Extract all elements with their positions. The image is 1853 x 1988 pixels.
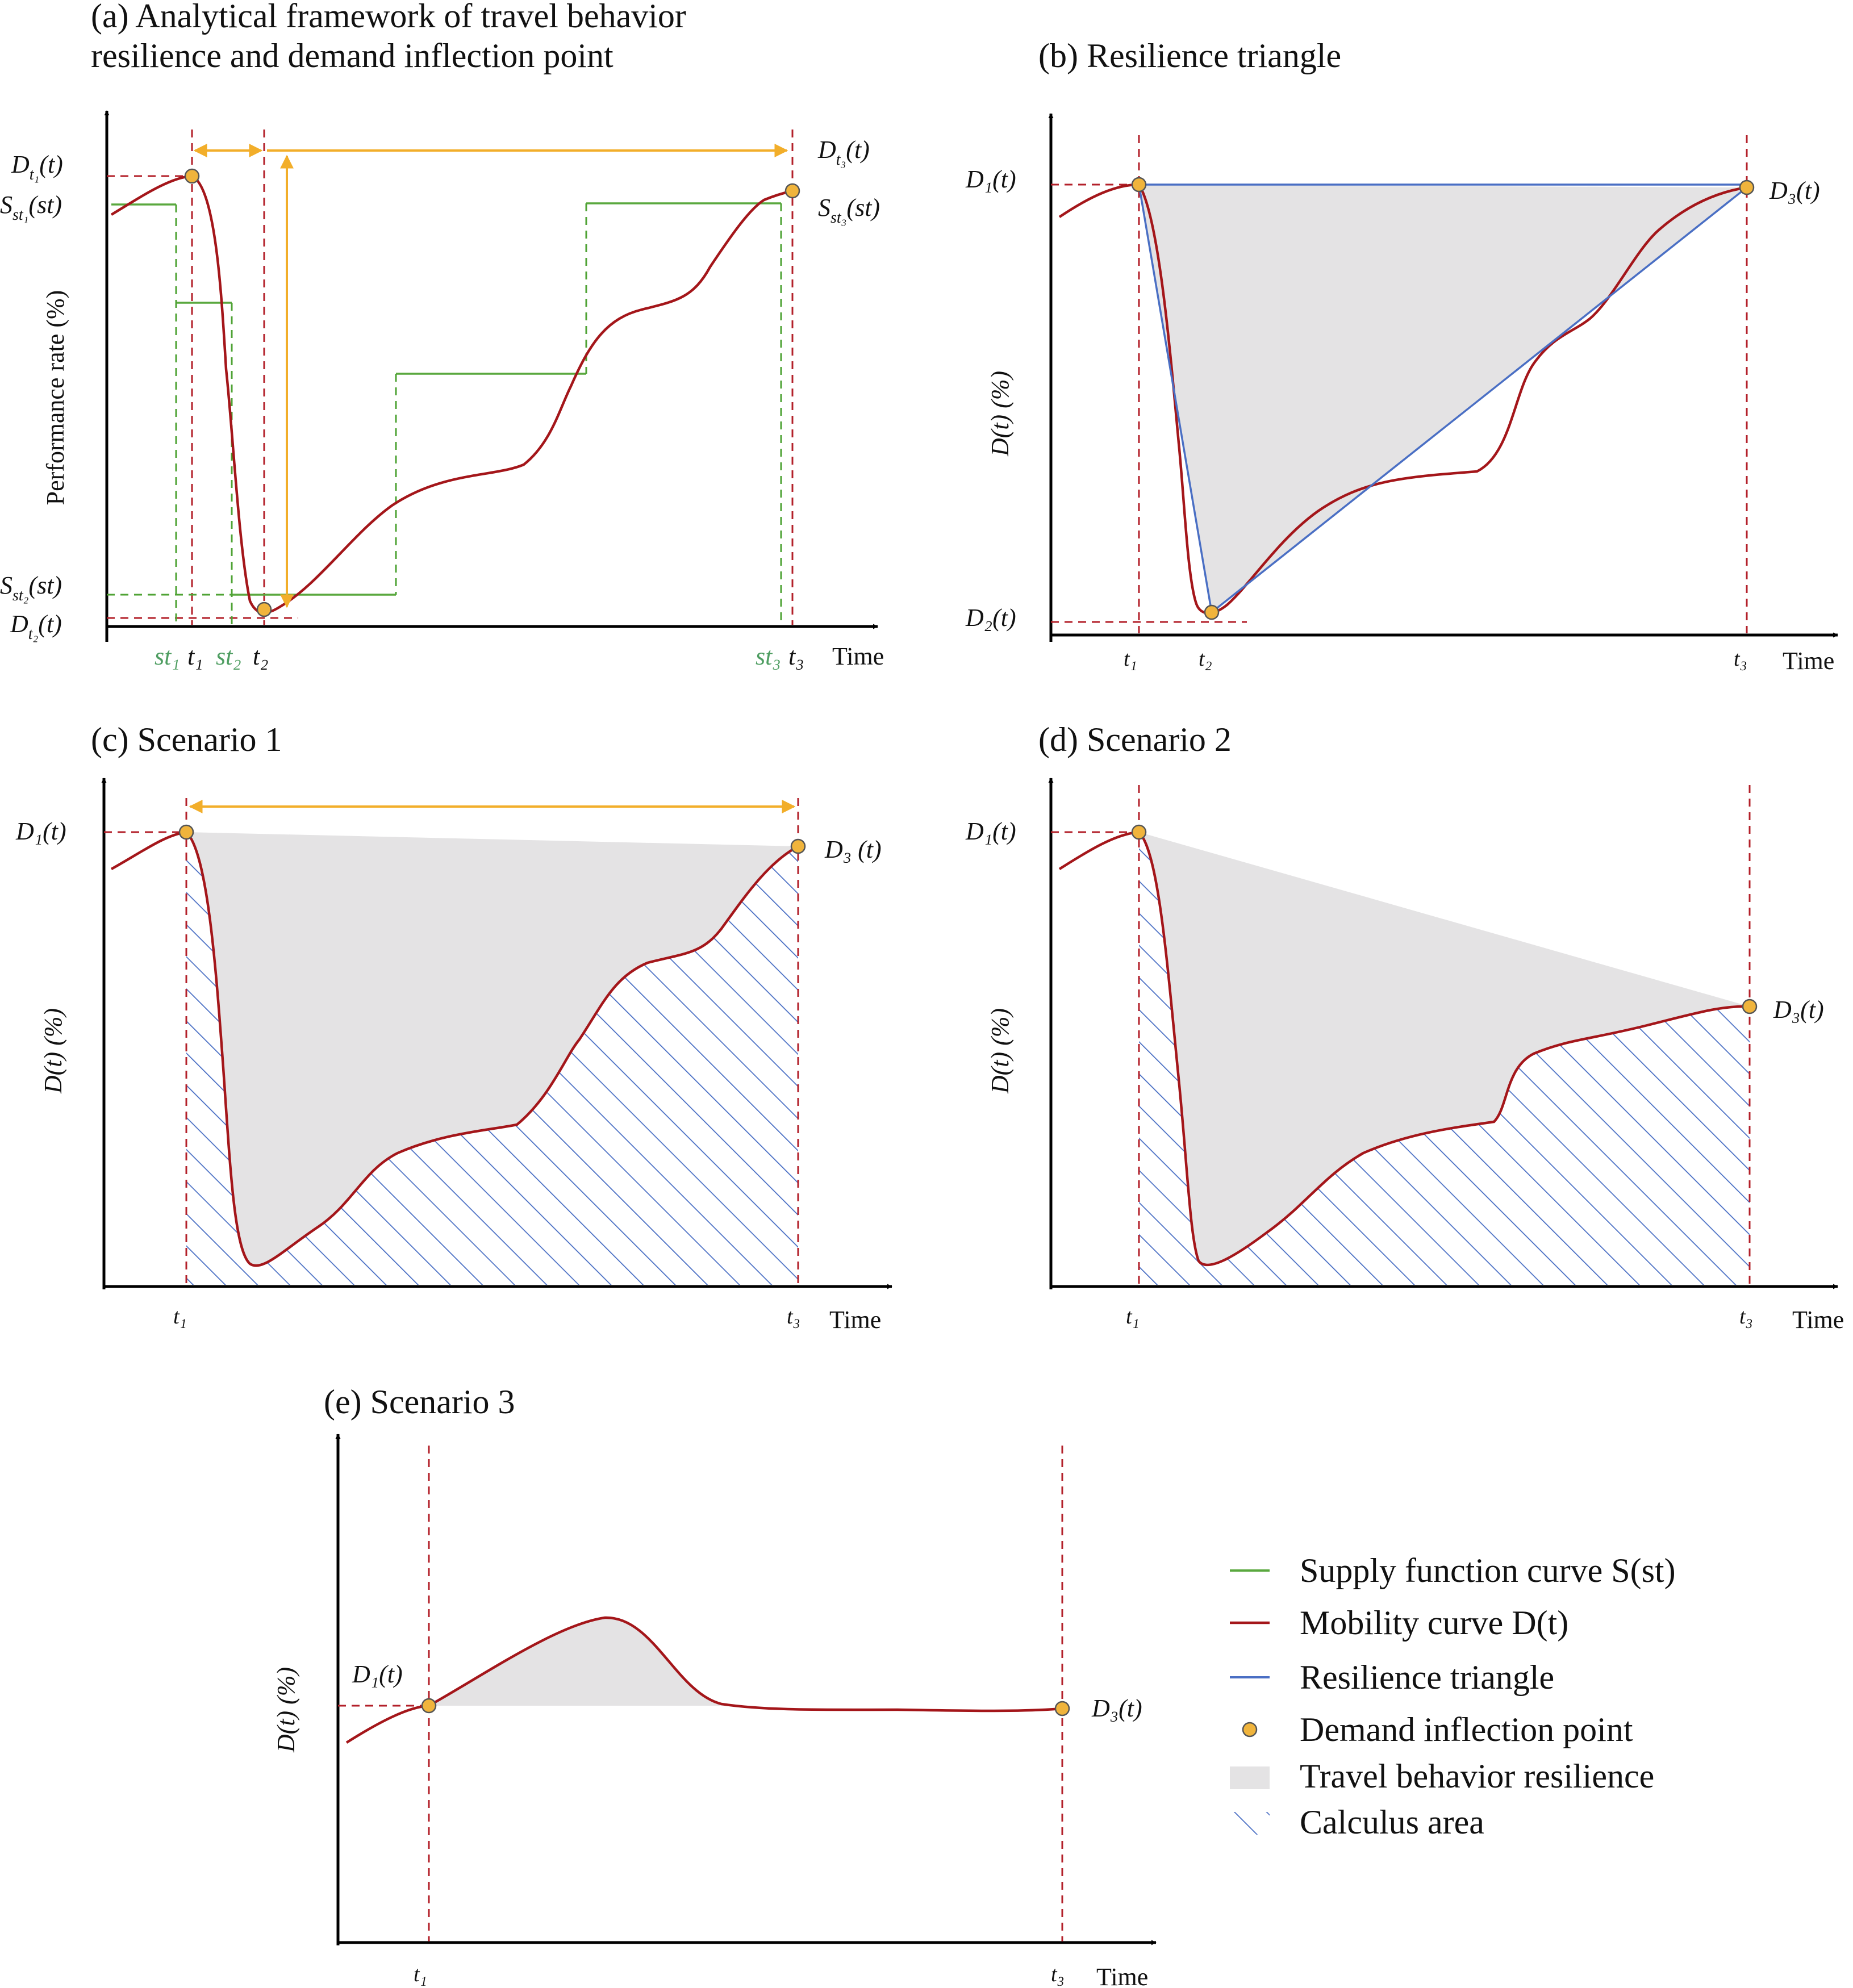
legend-calculus-swatch (1230, 1812, 1270, 1835)
tick-t3: t₃ (788, 642, 804, 670)
legend-triangle-label: Resilience triangle (1300, 1659, 1554, 1696)
panel-b-tick-t2: t₂ (1199, 647, 1212, 671)
panel-e-title: (e) Scenario 3 (324, 1383, 515, 1421)
panel-c-tick-t1: t₁ (173, 1305, 187, 1329)
panel-b-label-d3: D₃(t) (1769, 177, 1820, 204)
panel-b-label-d2: D₂(t) (965, 604, 1016, 632)
panel-d: (d) Scenario 2 D(t) (%) Time D₁(t) D₃(t)… (965, 721, 1844, 1334)
tick-st1: st₁ (155, 642, 180, 670)
panel-b-y-label: D(t) (%) (986, 371, 1014, 457)
panel-e-point-d1 (421, 1698, 437, 1714)
panel-b: (b) Resilience triangle D(t) (%) Time D₁… (965, 37, 1838, 675)
inflection-point-t1 (184, 168, 200, 184)
panel-c-x-label: Time (829, 1306, 881, 1334)
panel-c-tick-t3: t₃ (787, 1305, 800, 1329)
panel-d-point-d3 (1742, 999, 1758, 1014)
panel-e: (e) Scenario 3 D(t) (%) Time D₁(t) D₃(t)… (272, 1383, 1157, 1988)
panel-e-x-label: Time (1096, 1963, 1148, 1988)
label-sst3: Sst₃(st) (818, 194, 880, 227)
panel-b-tick-t1: t₁ (1124, 647, 1137, 671)
panel-b-title: (b) Resilience triangle (1038, 37, 1341, 74)
tick-t2: t₂ (253, 642, 269, 670)
panel-b-point-d1 (1131, 177, 1147, 193)
panel-b-mobility-curve (1058, 183, 1747, 615)
panel-c-label-d1: D₁(t) (15, 817, 66, 845)
panel-c-title: (c) Scenario 1 (91, 721, 282, 758)
label-dt1: Dt₁(t) (11, 151, 63, 183)
tick-st3: st₃ (756, 642, 781, 670)
panel-c: (c) Scenario 1 D(t) (%) Time D₁(t) D₃ (t… (15, 721, 892, 1334)
tick-st2: st₂ (216, 642, 241, 670)
panel-b-point-d2 (1204, 604, 1220, 620)
panel-a: (a) Analytical framework of travel behav… (0, 0, 884, 670)
legend-inflection-label: Demand inflection point (1300, 1711, 1633, 1748)
legend-inflection-swatch (1242, 1722, 1258, 1738)
legend-resilience-label: Travel behavior resilience (1300, 1757, 1654, 1795)
panel-b-tick-t3: t₃ (1734, 647, 1747, 671)
panel-c-point-d3 (790, 838, 806, 854)
tick-t1: t₁ (187, 642, 203, 670)
panel-d-label-d3: D₃(t) (1773, 996, 1824, 1024)
legend: Supply function curve S(st) Mobility cur… (1230, 1552, 1676, 1841)
supply-curve (111, 202, 781, 596)
panel-d-mobility-curve (1058, 830, 1750, 1267)
panel-d-tick-t3: t₃ (1739, 1305, 1753, 1329)
panel-e-tick-t1: t₁ (414, 1962, 427, 1986)
resilience-area-b (1139, 185, 1747, 612)
panel-b-x-label: Time (1783, 647, 1834, 675)
supply-step-connectors (107, 203, 782, 625)
panel-d-point-d1 (1131, 824, 1147, 840)
mobility-curve (110, 174, 793, 615)
panel-e-label-d1: D₁(t) (352, 1660, 403, 1688)
panel-d-y-label: D(t) (%) (986, 1008, 1014, 1094)
calculus-area-c (186, 832, 798, 1285)
legend-mobility-label: Mobility curve D(t) (1300, 1604, 1568, 1642)
calculus-area-d (1139, 832, 1750, 1285)
panel-a-title-line1: (a) Analytical framework of travel behav… (91, 0, 686, 35)
legend-calculus-label: Calculus area (1300, 1803, 1484, 1841)
panel-c-point-d1 (178, 824, 194, 840)
panel-e-tick-t3: t₃ (1051, 1962, 1065, 1986)
panel-d-tick-t1: t₁ (1126, 1305, 1140, 1329)
panel-c-y-label: D(t) (%) (39, 1008, 67, 1094)
panel-a-x-label: Time (832, 642, 884, 670)
panel-a-title-line2: resilience and demand inflection point (91, 37, 614, 74)
label-dt2: Dt₂(t) (10, 610, 62, 643)
panel-e-label-d3: D₃(t) (1091, 1694, 1142, 1722)
panel-e-y-label: D(t) (%) (272, 1667, 300, 1753)
panel-d-label-d1: D₁(t) (965, 817, 1016, 845)
panel-d-title: (d) Scenario 2 (1038, 721, 1232, 758)
panel-e-mobility-curve (345, 1616, 1063, 1744)
legend-resilience-swatch (1230, 1766, 1270, 1789)
panel-b-label-d1: D₁(t) (965, 165, 1016, 193)
label-dt3: Dt₃(t) (817, 136, 870, 169)
legend-supply-label: Supply function curve S(st) (1300, 1552, 1676, 1589)
panel-c-mobility-curve (110, 830, 799, 1267)
inflection-point-t3 (784, 183, 800, 199)
panel-a-y-label: Performance rate (%) (41, 290, 69, 506)
panel-e-point-d3 (1054, 1701, 1070, 1716)
panel-c-label-d3: D₃ (t) (824, 836, 882, 863)
panel-d-x-label: Time (1792, 1306, 1844, 1334)
label-sst2: Sst₂(st) (0, 571, 62, 604)
resilience-area-e (429, 1617, 738, 1706)
inflection-point-t2 (256, 602, 272, 617)
label-sst1: Sst₁(st) (0, 191, 62, 224)
panel-b-point-d3 (1739, 179, 1755, 195)
